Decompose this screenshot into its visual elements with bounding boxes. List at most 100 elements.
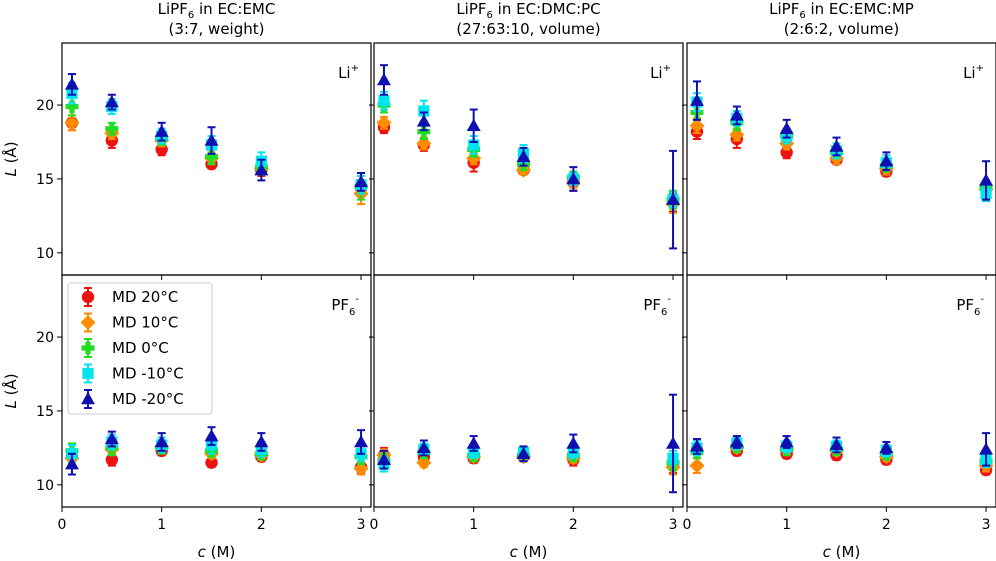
legend-label: MD 0°C	[112, 339, 169, 357]
data-point	[104, 95, 119, 108]
data-point	[65, 100, 79, 114]
y-tick-label: 10	[36, 246, 54, 262]
legend: MD 20°C MD 10°C MD 0°C MD -10°C MD -20°C	[67, 282, 213, 415]
data-point	[468, 139, 480, 151]
ion-label: PF6-	[956, 294, 984, 318]
y-tick-label: 15	[36, 404, 54, 420]
legend-box	[67, 282, 213, 415]
column-titles: LiPF6 in EC:EMC(3:7, weight) LiPF6 in EC:…	[158, 0, 914, 38]
data-point	[154, 434, 169, 448]
data-point	[354, 174, 369, 188]
series-4	[689, 432, 994, 467]
data-point	[254, 434, 269, 448]
data-point	[64, 77, 79, 90]
data-point	[64, 457, 79, 470]
data-point	[64, 115, 80, 131]
panel-r1-c0: PF6- 10 15 20 0 1 2 3	[36, 274, 372, 533]
y-axis-label: L (Å)	[1, 373, 20, 408]
panel-r0-c1: Li+	[369, 42, 684, 280]
y-tick-label: 10	[36, 478, 54, 494]
data-point	[879, 440, 894, 454]
panel-r1-c2: PF6- 0 1 2 3	[682, 274, 996, 533]
legend-marker	[80, 315, 96, 330]
data-point	[204, 429, 219, 442]
data-point	[689, 93, 704, 106]
column-title: LiPF6 in EC:EMC:MP	[769, 0, 914, 21]
legend-label: MD -10°C	[112, 365, 184, 383]
data-point	[829, 139, 844, 152]
data-point	[466, 436, 481, 449]
data-point	[104, 432, 119, 445]
x-tick-label: 1	[782, 517, 791, 533]
panel-r0-c2: Li+	[682, 42, 996, 280]
data-point	[376, 72, 391, 86]
data-point	[418, 105, 430, 117]
legend-entry: MD -20°C	[81, 389, 184, 409]
legend-marker	[81, 341, 95, 355]
data-point	[378, 95, 390, 107]
legend-marker	[82, 367, 94, 380]
series-4	[376, 64, 681, 250]
x-tick-label: 0	[58, 517, 67, 533]
legend-entry: MD 10°C	[80, 312, 178, 333]
data-point	[689, 439, 704, 452]
series-4	[689, 80, 994, 201]
column-subtitle: (27:63:10, volume)	[456, 20, 600, 38]
x-axis-label: c (M)	[510, 543, 548, 561]
panel-frame	[373, 274, 684, 508]
data-point	[254, 163, 269, 176]
data-point	[154, 124, 169, 137]
y-tick-label: 20	[36, 98, 54, 114]
legend-label: MD 20°C	[112, 288, 178, 306]
data-point	[416, 440, 431, 454]
data-point	[376, 115, 392, 131]
data-point	[729, 434, 744, 448]
x-tick-label: 3	[357, 517, 366, 533]
y-tick-label: 20	[36, 330, 54, 346]
data-point	[879, 154, 894, 167]
panel-frame	[686, 274, 996, 508]
data-point	[416, 114, 431, 127]
legend-entry: MD 20°C	[81, 287, 178, 307]
panel-r1-c1: PF6- 0 1 2 3	[369, 274, 684, 533]
ion-label: Li+	[338, 63, 359, 82]
data-point	[729, 127, 745, 143]
data-point	[466, 118, 481, 132]
data-point	[729, 108, 744, 121]
data-point	[516, 149, 531, 163]
panel-frame	[61, 274, 372, 508]
data-point	[205, 456, 218, 469]
x-tick-label: 2	[257, 517, 266, 533]
x-tick-label: 0	[683, 517, 692, 533]
data-point	[666, 436, 681, 449]
ion-label: PF6-	[643, 294, 671, 318]
data-point	[779, 434, 794, 448]
ion-label: PF6-	[331, 294, 359, 318]
x-tick-label: 3	[982, 517, 991, 533]
data-point	[105, 122, 119, 136]
data-point	[417, 125, 431, 139]
data-point	[666, 192, 681, 205]
x-tick-label: 1	[469, 517, 478, 533]
x-tick-label: 3	[669, 517, 678, 533]
data-point	[566, 171, 581, 185]
panel-r0-c0: Li+ 10 15 20	[36, 42, 372, 280]
x-tick-label: 0	[370, 517, 379, 533]
x-tick-label: 2	[569, 517, 578, 533]
x-axis-label: c (M)	[198, 543, 236, 561]
legend-label: MD 10°C	[112, 314, 178, 332]
ion-label: Li+	[963, 63, 984, 82]
column-title: LiPF6 in EC:EMC	[158, 0, 276, 21]
x-tick-label: 1	[157, 517, 166, 533]
x-axis-label: c (M)	[823, 543, 861, 561]
legend-marker	[81, 290, 95, 304]
axis-labels: L (Å) L (Å) c (M) c (M) c (M)	[1, 141, 860, 561]
data-point	[689, 118, 705, 134]
column-subtitle: (2:6:2, volume)	[784, 20, 900, 38]
data-point	[779, 121, 794, 134]
ion-label: Li+	[650, 63, 671, 82]
column-subtitle: (3:7, weight)	[169, 20, 265, 38]
legend-marker	[81, 392, 95, 405]
data-point	[516, 446, 531, 460]
